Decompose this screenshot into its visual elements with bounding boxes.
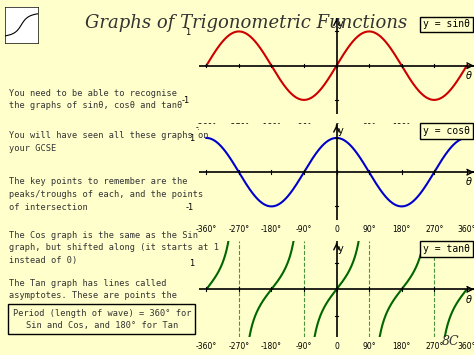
Text: 8C: 8C bbox=[442, 335, 460, 348]
Text: Period (length of wave) = 360° for
Sin and Cos, and 180° for Tan: Period (length of wave) = 360° for Sin a… bbox=[13, 308, 191, 330]
Text: θ: θ bbox=[466, 71, 472, 81]
Text: You will have seen all these graphs on
your GCSE: You will have seen all these graphs on y… bbox=[9, 131, 208, 153]
Text: y: y bbox=[337, 20, 343, 29]
Text: The Tan graph has lines called
asymptotes. These are points the
graph approaches: The Tan graph has lines called asymptote… bbox=[9, 279, 187, 325]
Text: θ: θ bbox=[466, 295, 472, 305]
Text: θ: θ bbox=[466, 177, 472, 187]
Text: Graphs of Trigonometric Functions: Graphs of Trigonometric Functions bbox=[85, 14, 408, 32]
Text: y = cosθ: y = cosθ bbox=[423, 126, 470, 136]
Text: The Cos graph is the same as the Sin
graph, but shifted along (it starts at 1
in: The Cos graph is the same as the Sin gra… bbox=[9, 231, 219, 265]
Text: y = tanθ: y = tanθ bbox=[423, 244, 470, 254]
Text: y = sinθ: y = sinθ bbox=[423, 20, 470, 29]
Text: You need to be able to recognise
the graphs of sinθ, cosθ and tanθ: You need to be able to recognise the gra… bbox=[9, 89, 182, 110]
Text: y: y bbox=[337, 126, 343, 136]
Text: The key points to remember are the
peaks/troughs of each, and the points
of inte: The key points to remember are the peaks… bbox=[9, 178, 203, 212]
Text: y: y bbox=[337, 244, 343, 254]
